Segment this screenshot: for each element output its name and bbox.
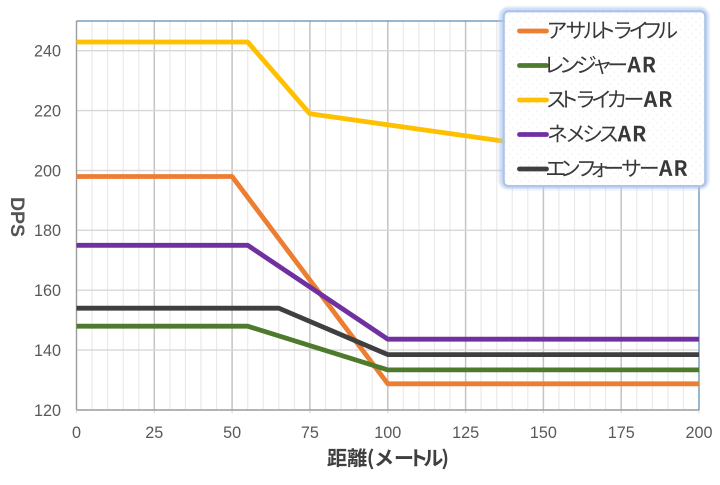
svg-text:0: 0	[72, 424, 81, 442]
svg-text:125: 125	[452, 424, 479, 442]
svg-text:140: 140	[34, 342, 61, 360]
svg-text:180: 180	[34, 222, 61, 240]
svg-text:75: 75	[301, 424, 319, 442]
svg-text:175: 175	[608, 424, 635, 442]
svg-text:160: 160	[34, 282, 61, 300]
svg-text:200: 200	[685, 424, 712, 442]
svg-text:120: 120	[34, 402, 61, 420]
svg-text:200: 200	[34, 162, 61, 180]
svg-text:100: 100	[374, 424, 401, 442]
svg-text:220: 220	[34, 102, 61, 120]
svg-text:150: 150	[530, 424, 557, 442]
svg-text:240: 240	[34, 43, 61, 61]
svg-text:25: 25	[145, 424, 163, 442]
svg-text:50: 50	[223, 424, 241, 442]
svg-text:DPS: DPS	[6, 197, 28, 237]
